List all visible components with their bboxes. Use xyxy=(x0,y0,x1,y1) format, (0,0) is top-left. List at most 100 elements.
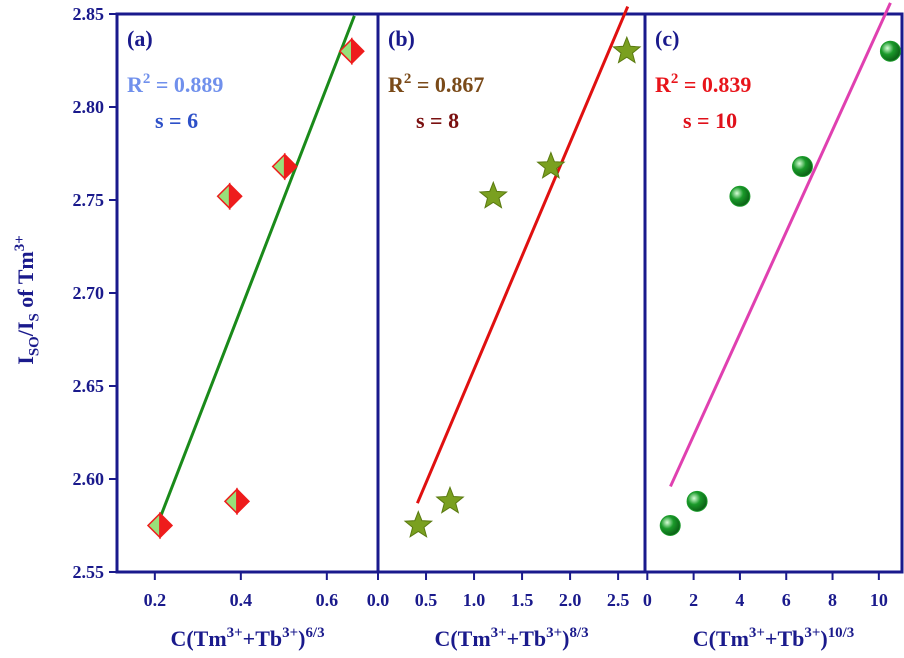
text-part: 2 xyxy=(143,71,150,87)
fit-line xyxy=(415,5,630,504)
marker-star xyxy=(478,180,508,209)
text-part: ) xyxy=(298,626,305,651)
text-part: ) xyxy=(562,626,569,651)
text-part: 3+ xyxy=(546,625,562,641)
text-part: = 0.867 xyxy=(411,72,484,97)
y-tick-label: 2.60 xyxy=(73,469,105,489)
text-part: R xyxy=(388,72,405,97)
text-part: = 0.839 xyxy=(678,72,751,97)
text-part: ) xyxy=(820,626,827,651)
x-tick-label: 0.5 xyxy=(415,590,438,610)
x-tick-label: 0.2 xyxy=(144,590,167,610)
data-point xyxy=(271,152,298,181)
panel-label: (a) xyxy=(127,26,153,51)
fit-line xyxy=(669,2,892,488)
text-part: of Tm xyxy=(13,251,38,313)
text-part: +Tb xyxy=(765,626,804,651)
x-axis-label: C(Tm3++Tb3+)6/3 xyxy=(170,625,324,651)
text-part: C(Tm xyxy=(170,626,226,651)
marker-right xyxy=(159,511,174,540)
marker-right xyxy=(351,37,365,66)
data-point xyxy=(146,511,174,540)
text-part: 2 xyxy=(671,71,678,87)
x-tick-label: 0.6 xyxy=(316,590,339,610)
data-point xyxy=(686,490,708,512)
text-part: 3+ xyxy=(282,625,298,641)
data-point xyxy=(478,180,508,209)
y-tick-label: 2.70 xyxy=(73,283,105,303)
text-part: R xyxy=(127,72,144,97)
x-tick-label: 1.5 xyxy=(511,590,534,610)
x-tick-label: 8 xyxy=(828,590,837,610)
x-tick-label: 2.0 xyxy=(559,590,582,610)
marker-sphere xyxy=(791,156,813,178)
x-tick-label: 1.0 xyxy=(463,590,486,610)
marker-right xyxy=(236,487,251,516)
text-part: 3+ xyxy=(12,235,28,251)
data-point xyxy=(612,35,642,64)
r-squared: R2 = 0.867 xyxy=(388,71,484,97)
data-point xyxy=(791,156,813,178)
data-point xyxy=(536,151,566,179)
r-squared: R2 = 0.839 xyxy=(655,71,751,97)
marker-star xyxy=(536,151,566,179)
marker-star xyxy=(612,35,642,64)
y-tick-label: 2.75 xyxy=(73,190,105,210)
marker-right xyxy=(228,182,243,211)
text-part: 3+ xyxy=(749,625,765,641)
text-part: 3+ xyxy=(491,625,507,641)
text-part: +Tb xyxy=(507,626,546,651)
x-tick-label: 2 xyxy=(689,590,698,610)
text-part: /I xyxy=(13,322,38,338)
data-point xyxy=(659,515,681,536)
s-label: s = 10 xyxy=(683,108,737,133)
marker-right xyxy=(283,152,298,181)
text-part: 3+ xyxy=(227,625,243,641)
fit-line xyxy=(158,15,356,519)
x-tick-label: 4 xyxy=(735,590,744,610)
text-part: +Tb xyxy=(243,626,282,651)
x-tick-label: 0.0 xyxy=(367,590,390,610)
text-part: SO xyxy=(27,336,43,356)
data-point xyxy=(879,40,901,62)
text-part: 6/3 xyxy=(305,625,324,641)
marker-sphere xyxy=(659,515,681,536)
text-part: S xyxy=(27,313,43,321)
text-part: C(Tm xyxy=(693,626,749,651)
r-squared: R2 = 0.889 xyxy=(127,71,223,97)
panel-frame xyxy=(643,12,904,574)
marker-left xyxy=(216,182,231,211)
marker-left xyxy=(271,152,286,181)
s-label: s = 8 xyxy=(416,108,459,133)
x-tick-label: 0.4 xyxy=(230,590,253,610)
panel-label: (b) xyxy=(388,26,415,51)
data-point xyxy=(338,37,365,66)
marker-left xyxy=(338,37,353,66)
y-tick-label: 2.65 xyxy=(73,376,105,396)
marker-left xyxy=(223,487,238,516)
marker-star xyxy=(403,510,434,538)
x-tick-label: 6 xyxy=(782,590,791,610)
text-part: 2 xyxy=(404,71,411,87)
x-tick-label: 0 xyxy=(643,590,652,610)
text-part: R xyxy=(655,72,672,97)
text-part: 10/3 xyxy=(828,625,855,641)
text-part: I xyxy=(13,356,38,365)
x-tick-label: 2.5 xyxy=(607,590,630,610)
x-axis-label: C(Tm3++Tb3+)10/3 xyxy=(693,625,855,651)
y-axis-label: ISO/IS of Tm3+ xyxy=(12,235,42,364)
y-tick-label: 2.85 xyxy=(73,4,105,24)
marker-star xyxy=(435,485,465,514)
data-point xyxy=(729,185,751,207)
y-tick-label: 2.55 xyxy=(73,562,105,582)
text-part: 8/3 xyxy=(569,625,588,641)
data-point xyxy=(403,510,434,538)
y-tick-label: 2.80 xyxy=(73,97,105,117)
text-part: C(Tm xyxy=(434,626,490,651)
marker-sphere xyxy=(879,40,901,62)
text-part: = 0.889 xyxy=(150,72,223,97)
data-point xyxy=(435,485,465,514)
x-tick-label: 10 xyxy=(870,590,888,610)
